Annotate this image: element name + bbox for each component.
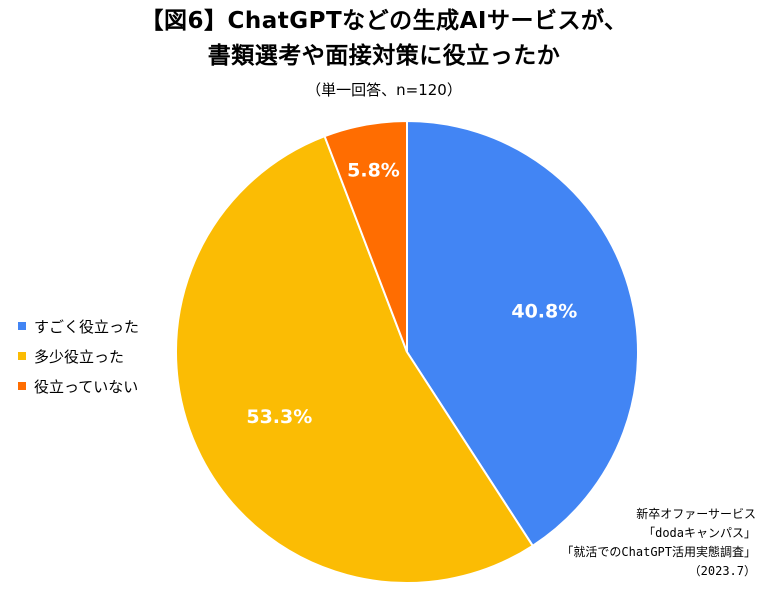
legend-label-somewhat-helpful: 多少役立った [34,347,125,366]
chart-title-line-1: 【図6】ChatGPTなどの生成AIサービスが、 [140,8,628,34]
legend-label-not-helpful: 役立っていない [34,377,139,396]
source-note: 新卒オファーサービス 「dodaキャンパス」 「就活でのChatGPT活用実態調… [561,505,756,581]
slice-label-somewhat-helpful: 53.3% [246,406,312,428]
source-line-4: （2023.7） [688,564,756,578]
slice-label-not-helpful: 5.8% [347,159,400,181]
legend-item-somewhat-helpful: 多少役立った [18,341,139,371]
legend-swatch-somewhat-helpful [18,352,26,360]
chart-subtitle: （単一回答、n=120） [306,81,462,99]
source-line-1: 新卒オファーサービス [636,507,756,521]
source-line-2: 「dodaキャンパス」 [643,526,756,540]
legend-label-very-helpful: すごく役立った [34,317,140,336]
legend-item-not-helpful: 役立っていない [18,371,139,401]
source-line-3: 「就活でのChatGPT活用実態調査」 [561,545,756,559]
pie-slice-not-helpful [323,119,408,353]
pie-slice-somewhat-helpful [175,134,535,584]
chart-legend: すごく役立った 多少役立った 役立っていない [18,311,139,401]
legend-swatch-very-helpful [18,322,26,330]
legend-item-very-helpful: すごく役立った [18,311,139,341]
legend-swatch-not-helpful [18,382,26,390]
chart-title-line-2: 書類選考や面接対策に役立ったか [207,43,561,69]
slice-label-very-helpful: 40.8% [511,300,577,322]
